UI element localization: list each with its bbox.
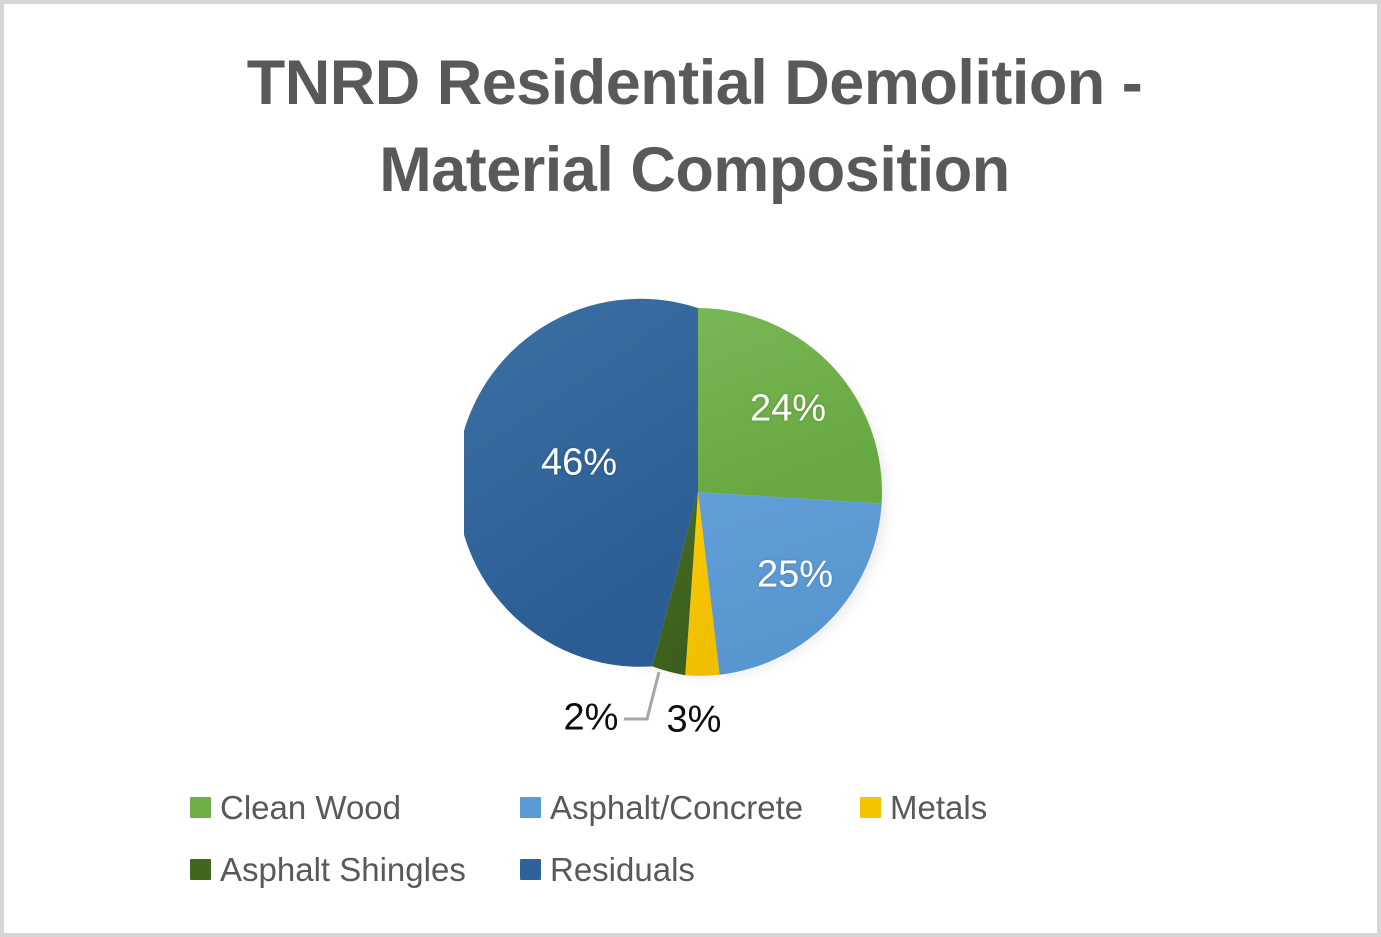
slice-value-label-asphalt-concrete: 25% (756, 553, 834, 596)
legend-item-clean-wood[interactable]: Clean Wood (190, 776, 520, 838)
legend-label-metals: Metals (890, 788, 988, 826)
legend-item-asphalt-concrete[interactable]: Asphalt/Concrete (520, 776, 860, 838)
legend-swatch-icon-clean-wood (190, 796, 211, 818)
pie-chart-svg (464, 298, 900, 690)
legend-swatch-icon-asphalt-shingles (190, 858, 211, 880)
pie-slice-metals[interactable] (685, 492, 720, 676)
chart-legend: Clean Wood Asphalt/Concrete Metals Aspha… (190, 776, 1090, 900)
legend-row: Asphalt Shingles Residuals (190, 838, 1090, 900)
legend-swatch-icon-asphalt-concrete (520, 796, 541, 818)
slice-value-label-residuals: 46% (540, 441, 618, 484)
leader-line-asphalt-shingles (624, 671, 661, 721)
pie-slice-clean-wood[interactable] (698, 308, 882, 504)
legend-item-residuals[interactable]: Residuals (520, 838, 820, 900)
pie-slice-asphalt-concrete[interactable] (698, 492, 882, 675)
slice-value-label-metals: 3% (666, 698, 722, 741)
legend-label-clean-wood: Clean Wood (220, 788, 402, 826)
page-title: TNRD Residential Demolition - Material C… (246, 48, 1143, 205)
legend-row: Clean Wood Asphalt/Concrete Metals (190, 776, 1090, 838)
pie-slice-residuals[interactable] (464, 298, 698, 667)
slice-value-label-asphalt-shingles: 2% (563, 696, 619, 739)
legend-item-asphalt-shingles[interactable]: Asphalt Shingles (190, 838, 520, 900)
legend-label-residuals: Residuals (550, 850, 695, 888)
legend-item-metals[interactable]: Metals (860, 776, 1020, 838)
legend-label-asphalt-concrete: Asphalt/Concrete (550, 788, 804, 826)
legend-swatch-icon-residuals (520, 858, 541, 880)
pie-slice-asphalt-shingles[interactable] (652, 492, 698, 676)
legend-swatch-icon-metals (860, 796, 881, 818)
slice-value-label-clean-wood: 24% (749, 387, 827, 430)
pie-plot-area: 24% 25% 3% 2% 46% (4, 4, 1377, 933)
legend-label-asphalt-shingles: Asphalt Shingles (220, 850, 466, 888)
